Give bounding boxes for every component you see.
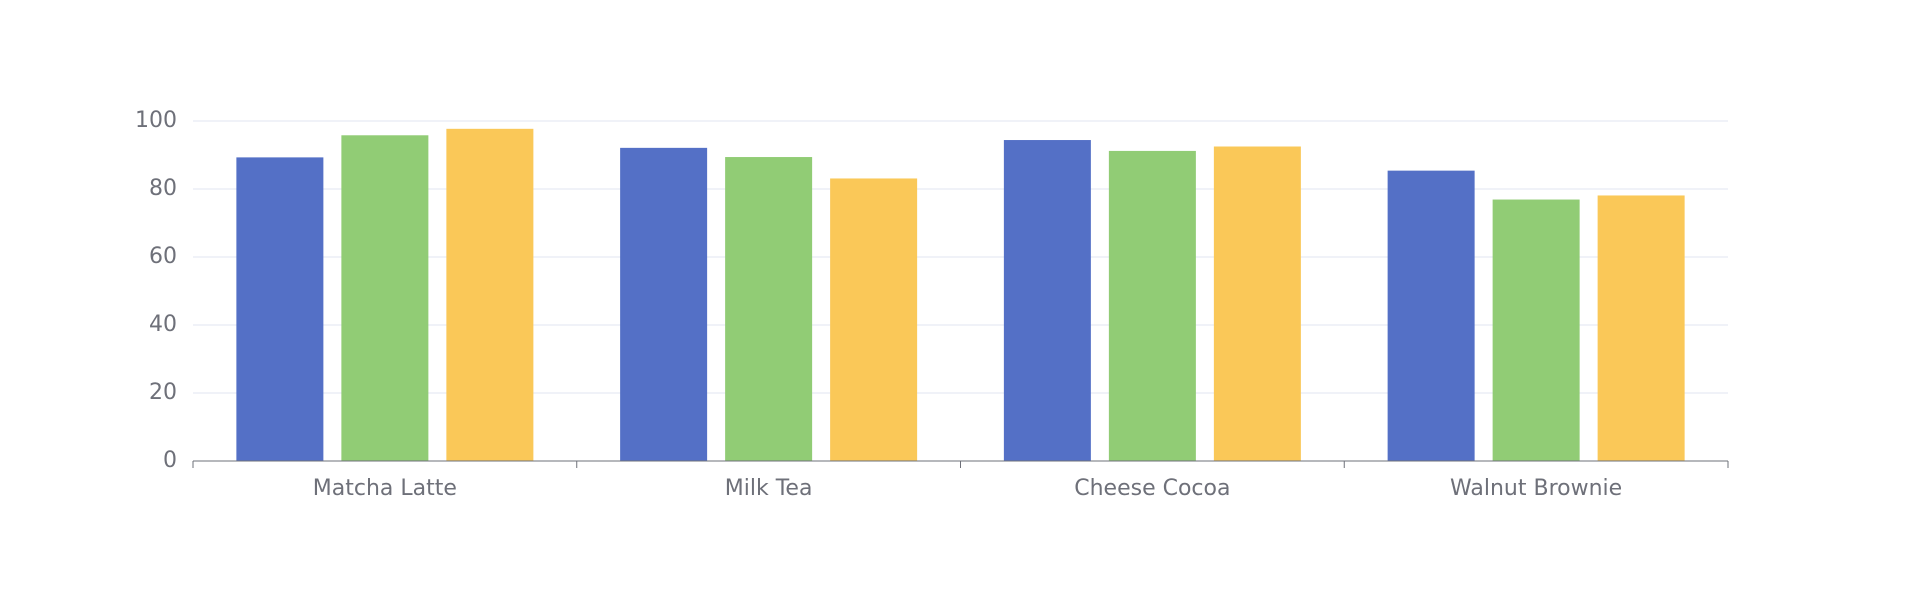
y-tick-label: 40 <box>149 312 177 337</box>
tick-labels: 0 20 40 60 80 100 Matcha Latte Milk Tea Cheese C… <box>135 108 1622 501</box>
bar[interactable] <box>830 178 918 461</box>
x-tick-label: Walnut Brownie <box>1450 476 1622 501</box>
y-tick-label: 60 <box>149 244 177 269</box>
bar[interactable] <box>1003 140 1091 462</box>
bar[interactable] <box>1387 170 1475 461</box>
bar[interactable] <box>1597 195 1685 461</box>
y-tick-label: 80 <box>149 176 177 201</box>
bar[interactable] <box>1108 150 1196 462</box>
y-tick-label: 0 <box>163 448 177 473</box>
x-tick-label: Milk Tea <box>725 476 813 501</box>
bar[interactable] <box>1492 199 1580 462</box>
x-tick-label: Cheese Cocoa <box>1074 476 1230 501</box>
bars <box>236 128 1685 462</box>
bar[interactable] <box>341 135 429 461</box>
bar[interactable] <box>236 157 324 461</box>
bar[interactable] <box>1213 146 1301 462</box>
y-tick-label: 20 <box>149 380 177 405</box>
y-tick-label: 100 <box>135 108 177 133</box>
axes <box>192 460 1729 468</box>
bar[interactable] <box>620 147 708 462</box>
bar[interactable] <box>725 157 813 462</box>
bar[interactable] <box>446 128 534 461</box>
x-tick-label: Matcha Latte <box>313 476 457 501</box>
